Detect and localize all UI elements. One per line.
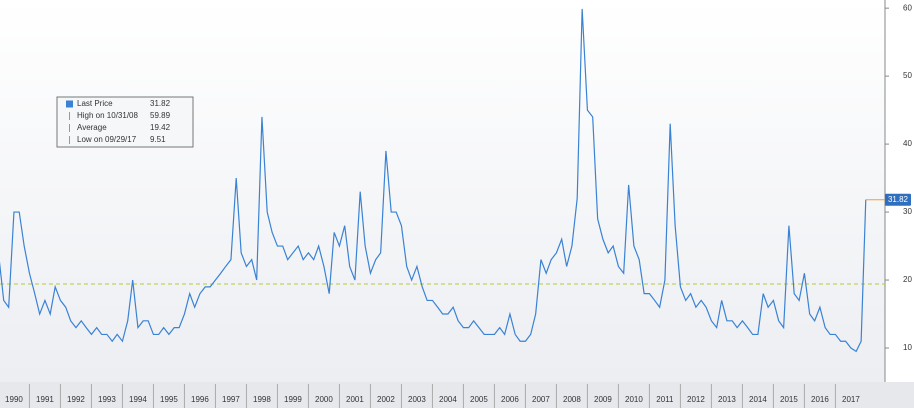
x-tick-label: 2002 <box>377 395 395 404</box>
legend-value: 59.89 <box>150 111 171 120</box>
y-tick-label: 40 <box>903 139 912 148</box>
x-tick-label: 1994 <box>129 395 147 404</box>
x-tick-label: 2015 <box>780 395 798 404</box>
x-tick-label: 2016 <box>811 395 829 404</box>
x-tick-label: 2001 <box>346 395 364 404</box>
x-tick-label: 1992 <box>67 395 85 404</box>
legend-swatch <box>66 100 73 108</box>
x-tick-label: 2009 <box>594 395 612 404</box>
x-tick-label: 1995 <box>160 395 178 404</box>
x-tick-label: 2011 <box>656 395 674 404</box>
x-tick-label: 1998 <box>253 395 271 404</box>
x-tick-label: 2004 <box>439 395 457 404</box>
y-tick-label: 30 <box>903 207 912 216</box>
x-tick-label: 2013 <box>718 395 736 404</box>
last-price-tag <box>885 193 911 206</box>
x-tick-label: 1996 <box>191 395 209 404</box>
x-tick-label: 2005 <box>470 395 488 404</box>
legend: Last Price 31.82 High on 10/31/08 59.89 Aver… <box>56 96 194 148</box>
legend-value: 31.82 <box>150 99 171 108</box>
x-tick-label: 2003 <box>408 395 426 404</box>
x-axis-band <box>0 382 914 408</box>
x-tick-label: 2010 <box>625 395 643 404</box>
legend-value: 9.51 <box>150 135 166 144</box>
last-price-tag-label: 31.82 <box>888 195 909 204</box>
y-tick-label: 10 <box>903 343 912 352</box>
x-tick-label: 1991 <box>36 395 54 404</box>
y-tick-label: 20 <box>903 275 912 284</box>
legend-label: Average <box>77 123 107 132</box>
x-tick-label: 2006 <box>501 395 519 404</box>
y-tick-label: 50 <box>903 71 912 80</box>
x-tick-label: 1997 <box>222 395 240 404</box>
plot-background <box>0 0 885 382</box>
x-tick-label: 2012 <box>687 395 705 404</box>
x-tick-label: 1999 <box>284 395 302 404</box>
x-tick-label: 2014 <box>749 395 767 404</box>
legend-label: Last Price <box>77 99 113 108</box>
y-tick-label: 60 <box>903 3 912 12</box>
legend-label: Low on 09/29/17 <box>77 135 137 144</box>
price-line <box>0 8 867 353</box>
legend-box <box>56 96 194 148</box>
legend-label: High on 10/31/08 <box>77 111 138 120</box>
x-tick-label: 1993 <box>98 395 116 404</box>
legend-value: 19.42 <box>150 123 171 132</box>
x-tick-label: 2000 <box>315 395 333 404</box>
x-tick-label: 2017 <box>842 395 860 404</box>
x-tick-label: 2008 <box>563 395 581 404</box>
x-tick-label: 1990 <box>5 395 23 404</box>
x-tick-label: 2007 <box>532 395 550 404</box>
